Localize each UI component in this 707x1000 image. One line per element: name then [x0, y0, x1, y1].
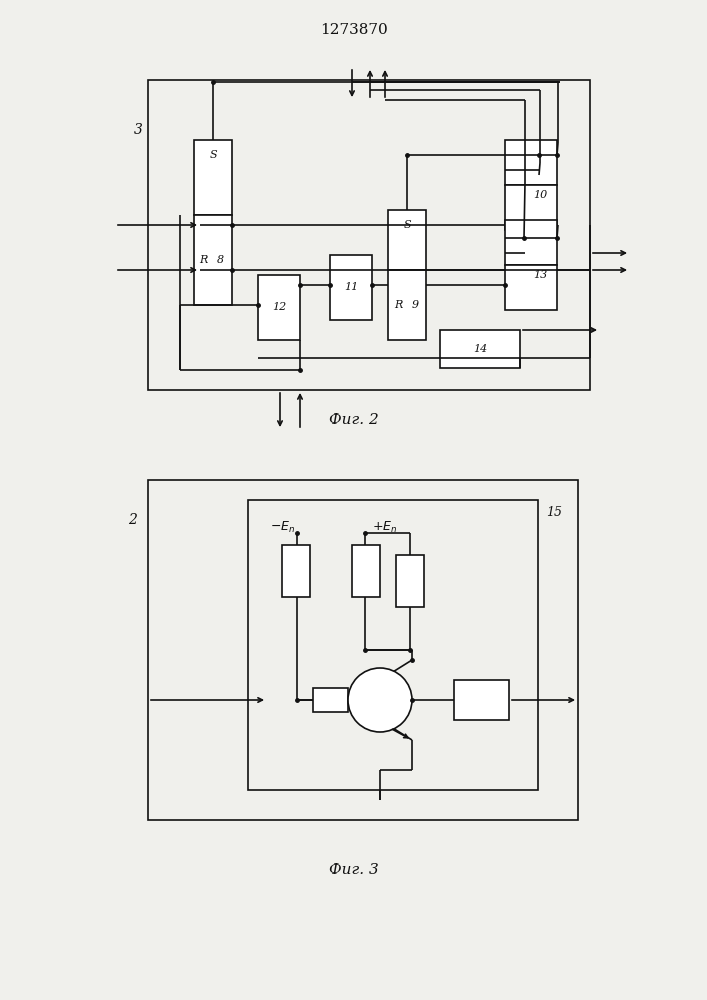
- Bar: [194, 140, 232, 215]
- Text: 12: 12: [272, 302, 286, 312]
- Bar: [505, 265, 557, 310]
- Text: $+E_n$: $+E_n$: [372, 519, 397, 535]
- Text: 15: 15: [546, 506, 562, 518]
- Text: S: S: [209, 150, 217, 160]
- Text: 2: 2: [129, 513, 137, 527]
- Text: 3: 3: [134, 123, 142, 137]
- Bar: [248, 500, 538, 790]
- Text: 9: 9: [411, 300, 419, 310]
- Text: $-E_n$: $-E_n$: [269, 519, 295, 535]
- Circle shape: [348, 668, 412, 732]
- Text: 1273870: 1273870: [320, 23, 388, 37]
- Text: S: S: [403, 220, 411, 230]
- Bar: [505, 140, 557, 185]
- Text: Фиг. 3: Фиг. 3: [329, 863, 379, 877]
- Bar: [388, 270, 426, 340]
- Bar: [194, 215, 232, 305]
- Bar: [440, 330, 520, 368]
- Bar: [258, 275, 300, 340]
- Text: R: R: [394, 300, 402, 310]
- Bar: [352, 545, 380, 597]
- Text: 14: 14: [473, 344, 487, 354]
- Text: 13: 13: [533, 270, 547, 280]
- Bar: [396, 555, 424, 607]
- Bar: [313, 688, 348, 712]
- Text: 11: 11: [344, 282, 358, 292]
- Bar: [505, 220, 557, 265]
- Text: 8: 8: [216, 255, 223, 265]
- Text: 10: 10: [533, 190, 547, 200]
- Bar: [388, 210, 426, 270]
- Bar: [454, 680, 509, 720]
- Bar: [148, 480, 578, 820]
- Bar: [505, 185, 557, 230]
- Text: R: R: [199, 255, 207, 265]
- Bar: [282, 545, 310, 597]
- Bar: [330, 255, 372, 320]
- Bar: [148, 80, 590, 390]
- Text: Фиг. 2: Фиг. 2: [329, 413, 379, 427]
